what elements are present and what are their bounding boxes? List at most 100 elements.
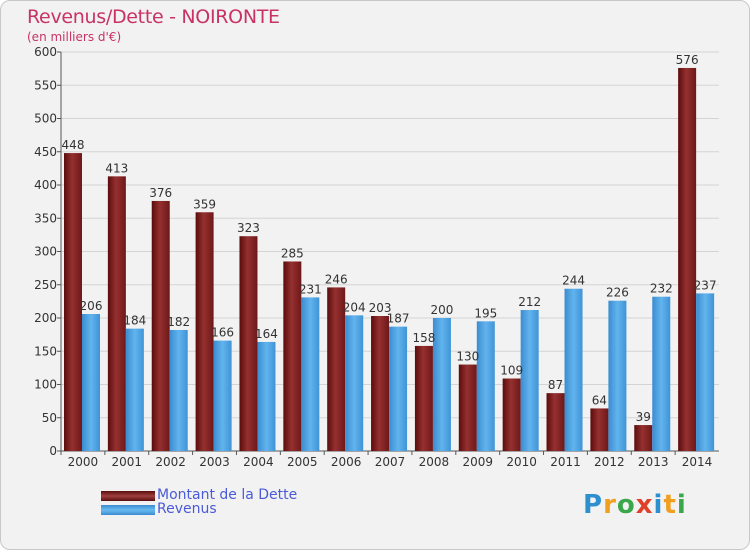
data-label-debt: 448: [62, 138, 85, 152]
bar-revenue: [125, 328, 144, 451]
bar-revenue: [213, 340, 232, 451]
bar-revenue: [652, 296, 671, 451]
data-label-revenue: 184: [123, 314, 146, 328]
bar-debt: [590, 408, 609, 451]
bar-revenue: [696, 293, 715, 451]
y-tick-label: 350: [34, 211, 57, 225]
data-label-revenue: 231: [299, 282, 322, 296]
x-tick-label: 2008: [419, 455, 450, 469]
x-tick-label: 2010: [506, 455, 537, 469]
legend-swatch-revenue: [101, 505, 155, 515]
data-label-revenue: 237: [694, 278, 717, 292]
x-tick-label: 2012: [594, 455, 625, 469]
chart-title: Revenus/Dette - NOIRONTE: [27, 6, 280, 28]
bar-revenue: [389, 326, 408, 451]
chart-subtitle: (en milliers d'€): [27, 30, 122, 44]
data-label-debt: 39: [636, 410, 651, 424]
legend-swatch-debt: [101, 491, 155, 501]
bar-revenue: [520, 310, 539, 451]
x-tick-label: 2011: [550, 455, 581, 469]
y-tick-label: 550: [34, 78, 57, 92]
bar-debt: [634, 425, 653, 451]
data-label-debt: 109: [500, 364, 523, 378]
y-tick-label: 500: [34, 112, 57, 126]
bar-debt: [107, 176, 126, 452]
data-label-debt: 64: [592, 393, 607, 407]
legend-label-revenue: Revenus: [157, 501, 217, 517]
data-label-debt: 87: [548, 378, 563, 392]
bar-layer: [64, 67, 715, 452]
data-label-debt: 576: [676, 53, 699, 67]
bar-debt: [458, 364, 477, 451]
x-tick-label: 2007: [375, 455, 406, 469]
bar-revenue: [608, 300, 627, 451]
bar-debt: [283, 261, 302, 451]
y-tick-label: 600: [34, 45, 57, 59]
bar-debt: [546, 393, 565, 451]
data-label-revenue: 164: [255, 327, 278, 341]
bar-revenue: [345, 315, 364, 451]
y-tick-label: 0: [49, 444, 57, 458]
bar-debt: [239, 236, 258, 451]
x-tick-label: 2000: [68, 455, 99, 469]
y-tick-label: 300: [34, 245, 57, 259]
axis-layer: 0 50 100 150 200 250 300 350 400 450 500 550 600 2000…: [34, 45, 719, 469]
data-label-revenue: 200: [430, 303, 453, 317]
data-label-debt: 413: [105, 161, 128, 175]
data-label-revenue: 187: [387, 312, 410, 326]
proxiti-logo: Proxiti: [583, 490, 687, 520]
bar-debt: [327, 287, 346, 451]
bar-revenue: [169, 329, 188, 451]
bar-revenue: [301, 297, 320, 451]
x-tick-label: 2001: [112, 455, 143, 469]
data-label-debt: 203: [369, 301, 392, 315]
y-tick-label: 150: [34, 344, 57, 358]
bar-debt: [414, 345, 433, 451]
data-label-revenue: 212: [518, 295, 541, 309]
y-tick-label: 50: [42, 411, 57, 425]
bar-debt: [64, 153, 82, 451]
y-tick-label: 200: [34, 311, 57, 325]
x-tick-label: 2013: [638, 455, 669, 469]
y-tick-label: 250: [34, 278, 57, 292]
data-label-debt: 130: [456, 350, 479, 364]
data-label-revenue: 204: [343, 300, 366, 314]
legend-label-debt: Montant de la Dette: [157, 487, 298, 503]
bar-debt: [151, 200, 170, 451]
data-label-debt: 359: [193, 197, 216, 211]
bar-revenue: [257, 341, 276, 451]
y-tick-label: 400: [34, 178, 57, 192]
bar-debt: [502, 378, 521, 451]
data-label-revenue: 244: [562, 274, 585, 288]
bar-revenue: [82, 314, 100, 451]
data-label-revenue: 166: [211, 326, 234, 340]
y-tick-label: 100: [34, 378, 57, 392]
data-label-debt: 323: [237, 221, 260, 235]
legend-item-revenue: Revenus: [101, 501, 361, 519]
data-label-revenue: 206: [80, 299, 103, 313]
x-tick-label: 2006: [331, 455, 362, 469]
data-label-debt: 246: [325, 272, 348, 286]
data-label-debt: 376: [149, 186, 172, 200]
data-label-debt: 285: [281, 246, 304, 260]
bar-revenue: [476, 321, 495, 451]
bar-debt: [195, 212, 214, 451]
x-tick-label: 2009: [462, 455, 493, 469]
x-tick-label: 2005: [287, 455, 318, 469]
x-tick-label: 2004: [243, 455, 274, 469]
x-tick-label: 2002: [155, 455, 186, 469]
x-tick-label: 2014: [682, 455, 713, 469]
data-label-revenue: 195: [474, 306, 497, 320]
data-label-debt: 158: [412, 331, 435, 345]
bar-debt: [678, 67, 697, 452]
data-label-revenue: 232: [650, 282, 673, 296]
legend-item-debt: Montant de la Dette: [101, 487, 361, 505]
data-label-revenue: 182: [167, 315, 190, 329]
bar-revenue: [564, 288, 583, 451]
bar-debt: [371, 316, 390, 451]
x-tick-label: 2003: [199, 455, 230, 469]
data-label-revenue: 226: [606, 286, 629, 300]
